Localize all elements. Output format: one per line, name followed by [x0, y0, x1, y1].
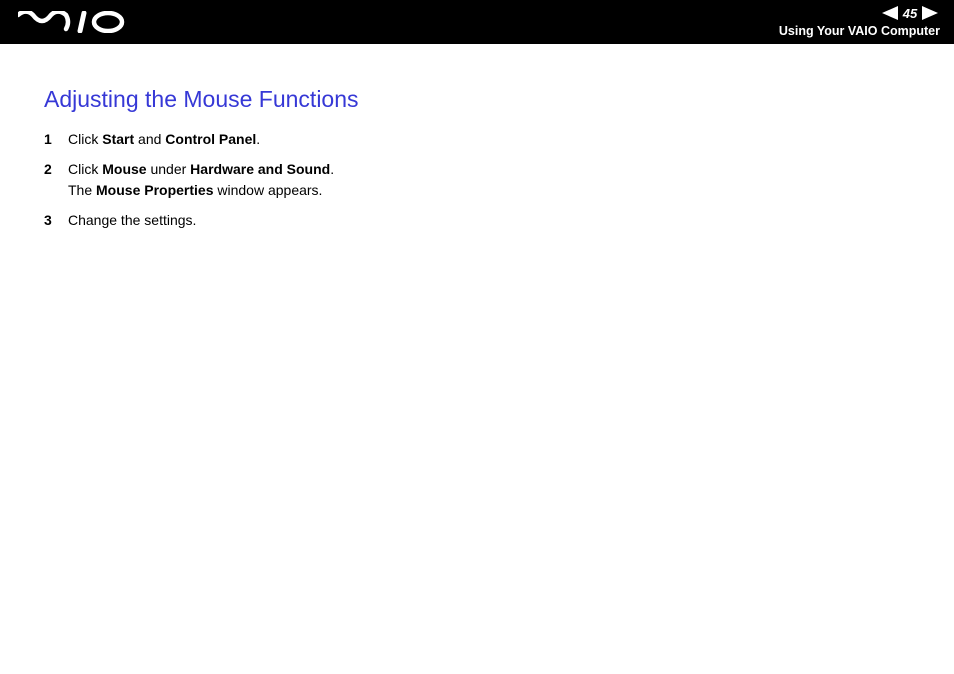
text: Change the settings.	[68, 212, 196, 228]
text: .	[330, 161, 334, 177]
steps-list: 1Click Start and Control Panel.2Click Mo…	[44, 129, 910, 230]
page-content: Adjusting the Mouse Functions 1Click Sta…	[0, 44, 954, 230]
text: .	[256, 131, 260, 147]
page-header: 45 Using Your VAIO Computer	[0, 0, 954, 44]
step-line: The Mouse Properties window appears.	[68, 180, 910, 200]
step-body: Click Start and Control Panel.	[68, 129, 910, 149]
bold-text: Mouse Properties	[96, 182, 213, 198]
step-line: Click Mouse under Hardware and Sound.	[68, 159, 910, 179]
header-right: 45 Using Your VAIO Computer	[779, 4, 940, 38]
next-page-arrow-icon[interactable]	[920, 5, 940, 21]
step-item: 2Click Mouse under Hardware and Sound.Th…	[44, 159, 910, 200]
text: Click	[68, 131, 102, 147]
text: Click	[68, 161, 102, 177]
step-line: Click Start and Control Panel.	[68, 129, 910, 149]
step-line: Change the settings.	[68, 210, 910, 230]
step-item: 3Change the settings.	[44, 210, 910, 230]
text: The	[68, 182, 96, 198]
prev-page-arrow-icon[interactable]	[880, 5, 900, 21]
step-number: 3	[44, 210, 68, 230]
bold-text: Control Panel	[165, 131, 256, 147]
step-number: 1	[44, 129, 68, 149]
text: and	[134, 131, 165, 147]
page-number: 45	[900, 6, 920, 21]
bold-text: Mouse	[102, 161, 146, 177]
vaio-logo	[18, 11, 126, 33]
step-body: Click Mouse under Hardware and Sound.The…	[68, 159, 910, 200]
step-number: 2	[44, 159, 68, 179]
bold-text: Start	[102, 131, 134, 147]
page-nav: 45	[779, 4, 940, 22]
step-body: Change the settings.	[68, 210, 910, 230]
text: window appears.	[214, 182, 323, 198]
text: under	[147, 161, 191, 177]
step-item: 1Click Start and Control Panel.	[44, 129, 910, 149]
section-title: Adjusting the Mouse Functions	[44, 86, 910, 113]
breadcrumb: Using Your VAIO Computer	[779, 24, 940, 38]
bold-text: Hardware and Sound	[190, 161, 330, 177]
